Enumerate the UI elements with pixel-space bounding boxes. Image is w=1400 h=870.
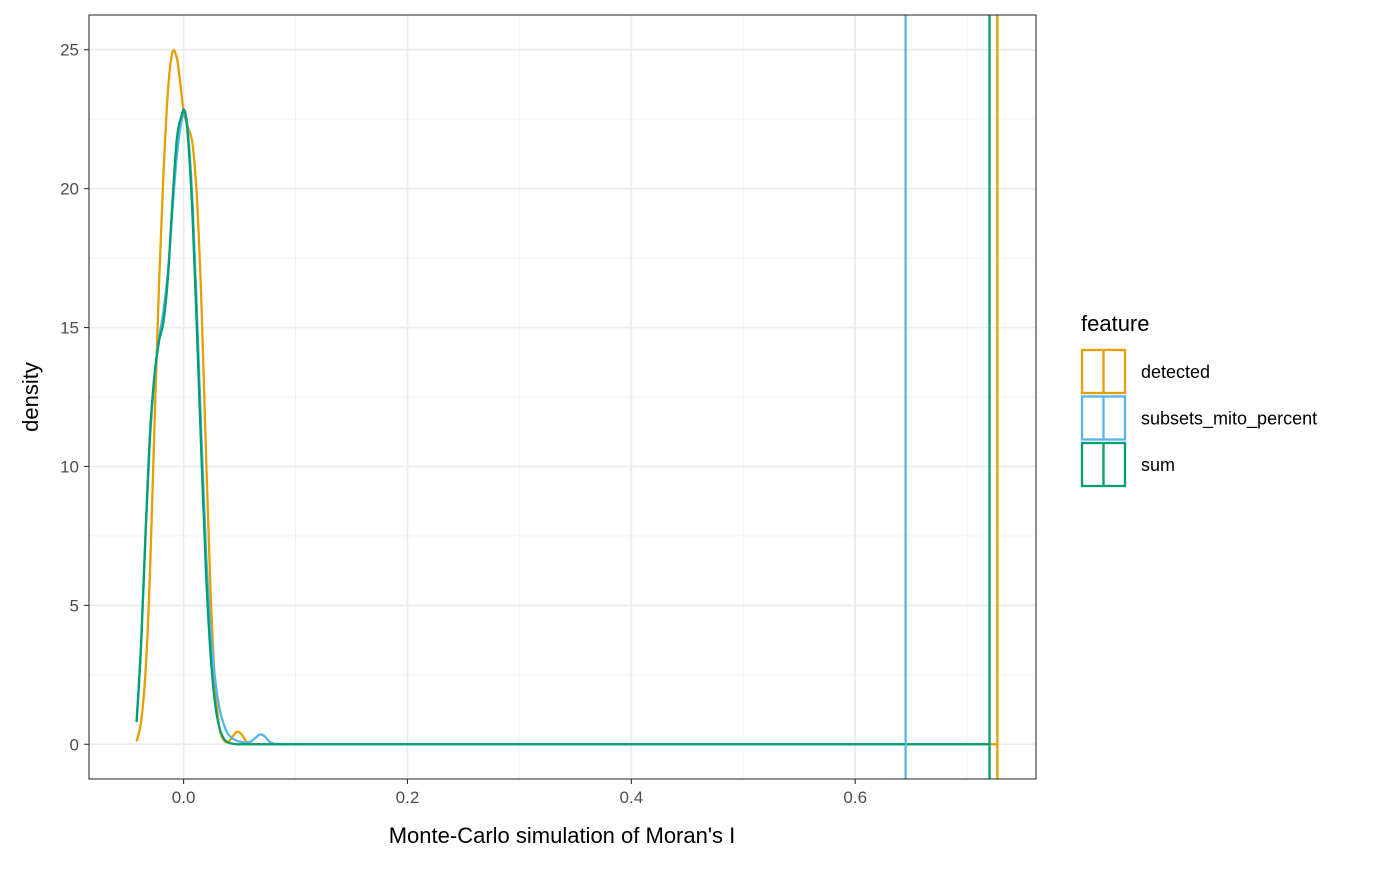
y-tick-label: 5 — [70, 596, 79, 615]
x-tick-label: 0.0 — [172, 788, 196, 807]
legend-key-detected — [1080, 348, 1127, 395]
y-axis-ticks: 0 5 10 15 20 25 — [60, 41, 89, 754]
x-tick-label: 0.2 — [396, 788, 420, 807]
legend-title: feature — [1081, 311, 1150, 336]
plot-border — [88, 14, 1037, 780]
legend-key-subsets-mito-percent — [1080, 395, 1127, 441]
legend-key-sum — [1080, 441, 1127, 488]
x-tick-label: 0.4 — [620, 788, 644, 807]
x-tick-label: 0.6 — [843, 788, 867, 807]
grid-major-x — [182, 15, 857, 779]
density-curve-sum — [135, 108, 990, 746]
y-tick-label: 20 — [60, 180, 79, 199]
legend-label: sum — [1141, 455, 1175, 475]
legend-label: detected — [1141, 362, 1210, 382]
y-tick-label: 15 — [60, 319, 79, 338]
y-tick-label: 10 — [60, 457, 79, 476]
grid-minor-y — [89, 118, 1036, 676]
y-axis-title: density — [18, 362, 43, 432]
observed-lines — [904, 15, 999, 779]
density-curves — [135, 49, 998, 746]
x-axis-ticks: 0.0 0.2 0.4 0.6 — [172, 779, 867, 807]
x-axis-title: Monte-Carlo simulation of Moran's I — [389, 823, 736, 848]
y-tick-label: 0 — [70, 735, 79, 754]
legend-label: subsets_mito_percent — [1141, 409, 1317, 430]
y-tick-label: 25 — [60, 41, 79, 60]
